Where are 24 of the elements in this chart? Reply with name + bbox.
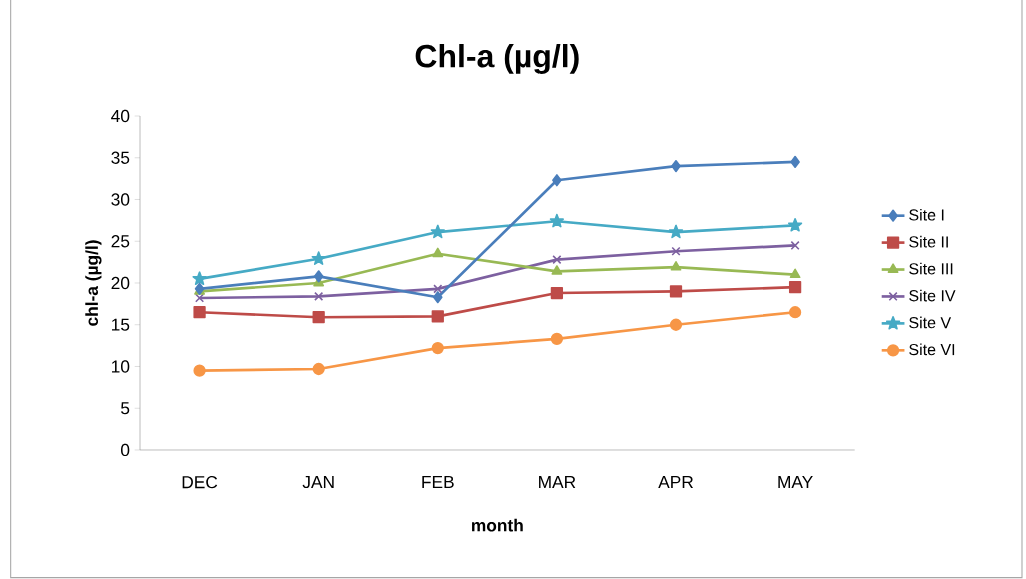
x-tick-label: FEB [422, 476, 454, 488]
x-tick-label: APR [658, 476, 694, 488]
legend-label: Site I [909, 208, 944, 221]
x-tick-label: MAY [778, 476, 813, 488]
y-tick-label: 35 [111, 151, 130, 164]
y-tick-label: 20 [111, 276, 130, 290]
y-tick-label: 40 [111, 109, 130, 123]
y-tick-label: 15 [112, 318, 130, 331]
legend-label: Site III [909, 262, 953, 275]
x-tick-label: DEC [182, 476, 218, 489]
legend-label: Site VI [909, 343, 955, 356]
y-tick-label: 0 [121, 443, 130, 457]
y-axis-title: chl-a (µg/l) [85, 240, 102, 326]
y-tick-label: 25 [111, 235, 130, 248]
legend-label: Site II [909, 235, 948, 248]
y-tick-label: 30 [111, 193, 130, 206]
x-tick-label: JAN [302, 476, 334, 489]
x-axis-title: month [472, 518, 523, 532]
y-tick-label: 5 [121, 402, 130, 415]
y-tick-label: 10 [112, 360, 130, 373]
x-tick-label: MAR [539, 476, 576, 488]
legend-label: Site IV [909, 289, 956, 302]
chart-title: Chl-a (µg/l) [415, 43, 579, 74]
legend-label: Site V [909, 316, 952, 329]
